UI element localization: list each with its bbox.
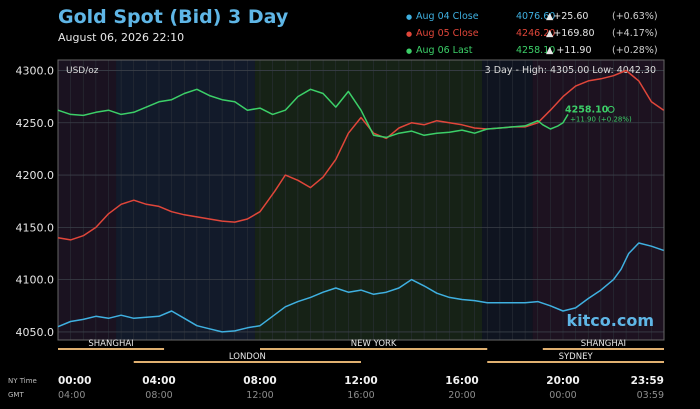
- y-tick-label: 4100.0: [16, 274, 55, 287]
- y-tick-label: 4250.0: [16, 117, 55, 130]
- x-tick-label-gmt: 00:00: [549, 390, 576, 401]
- legend-change: ▲ +11.90: [546, 45, 592, 56]
- plot-border: [57, 59, 665, 341]
- x-tick-label-ny: 16:00: [445, 375, 478, 387]
- legend-change: ▲+25.60: [546, 11, 589, 22]
- y-tick-label: 4150.0: [16, 221, 55, 234]
- last-change-label: +11.90 (+0.28%): [570, 115, 632, 123]
- y-tick-label: 4300.0: [16, 64, 55, 77]
- legend-value: 4076.60: [516, 11, 556, 22]
- session-band-newyork: [254, 60, 483, 340]
- series-line: [57, 69, 665, 241]
- x-tick-label-gmt: 20:00: [448, 390, 475, 401]
- market-label-shanghai-2: SHANGHAI: [581, 339, 626, 349]
- y-tick-label: 4050.0: [16, 326, 55, 339]
- legend-dot-icon: ●: [406, 47, 413, 55]
- x-tick-label-gmt: 04:00: [58, 390, 85, 401]
- last-price-label: 4258.10: [565, 104, 609, 115]
- session-band-shanghai-2: [532, 60, 664, 340]
- chart-title: Gold Spot (Bid) 3 Day: [58, 6, 289, 28]
- watermark: kitco.com: [567, 311, 654, 330]
- x-tick-label-ny: 00:00: [58, 375, 91, 387]
- series-line: [57, 88, 569, 139]
- legend-dot-icon: ●: [406, 13, 413, 21]
- market-bar-shanghai-2: [542, 348, 664, 350]
- legend-change: ▲+169.80: [546, 28, 595, 39]
- last-price-marker-icon: [607, 105, 615, 113]
- chart-date: August 06, 2026 22:10: [58, 31, 185, 44]
- series-line: [57, 242, 664, 333]
- y-tick-label: 4200.0: [16, 169, 55, 182]
- x-tick-label-ny: 04:00: [142, 375, 175, 387]
- range-text: 3 Day - High: 4305.00 Low: 4042.30: [485, 65, 656, 76]
- time-row-label-ny: NY Time: [8, 377, 37, 385]
- x-tick-label-ny: 08:00: [243, 375, 276, 387]
- legend-percent: (+0.63%): [612, 11, 658, 22]
- session-band-shanghai: [58, 60, 117, 340]
- session-band-sydney: [482, 60, 533, 340]
- market-label-london: LONDON: [229, 352, 266, 362]
- legend-label: Aug 06 Last: [416, 45, 473, 56]
- market-bar-shanghai: [58, 348, 165, 350]
- market-label-newyork: NEW YORK: [351, 339, 397, 349]
- legend-label: Aug 05 Close: [416, 28, 479, 39]
- x-tick-label-ny: 12:00: [344, 375, 377, 387]
- legend-percent: (+4.17%): [612, 28, 658, 39]
- market-bar-london: [133, 361, 361, 363]
- legend-value: 4246.20: [516, 28, 556, 39]
- market-bar-newyork: [260, 348, 488, 350]
- unit-label: USD/oz: [66, 66, 99, 76]
- market-bar-sydney: [487, 361, 664, 363]
- legend-percent: (+0.28%): [612, 45, 658, 56]
- x-tick-label-gmt: 16:00: [347, 390, 374, 401]
- time-row-label-gmt: GMT: [8, 391, 24, 399]
- legend-value: 4258.10: [516, 45, 556, 56]
- market-label-sydney: SYDNEY: [559, 352, 594, 362]
- legend-dot-icon: ●: [406, 30, 413, 38]
- x-tick-label-ny: 23:59: [631, 375, 664, 387]
- legend-label: Aug 04 Close: [416, 11, 479, 22]
- x-tick-label-ny: 20:00: [546, 375, 579, 387]
- x-tick-label-gmt: 08:00: [145, 390, 172, 401]
- market-label-shanghai: SHANGHAI: [88, 339, 133, 349]
- session-band-london: [116, 60, 255, 340]
- x-tick-label-gmt: 03:59: [637, 390, 664, 401]
- x-tick-label-gmt: 12:00: [246, 390, 273, 401]
